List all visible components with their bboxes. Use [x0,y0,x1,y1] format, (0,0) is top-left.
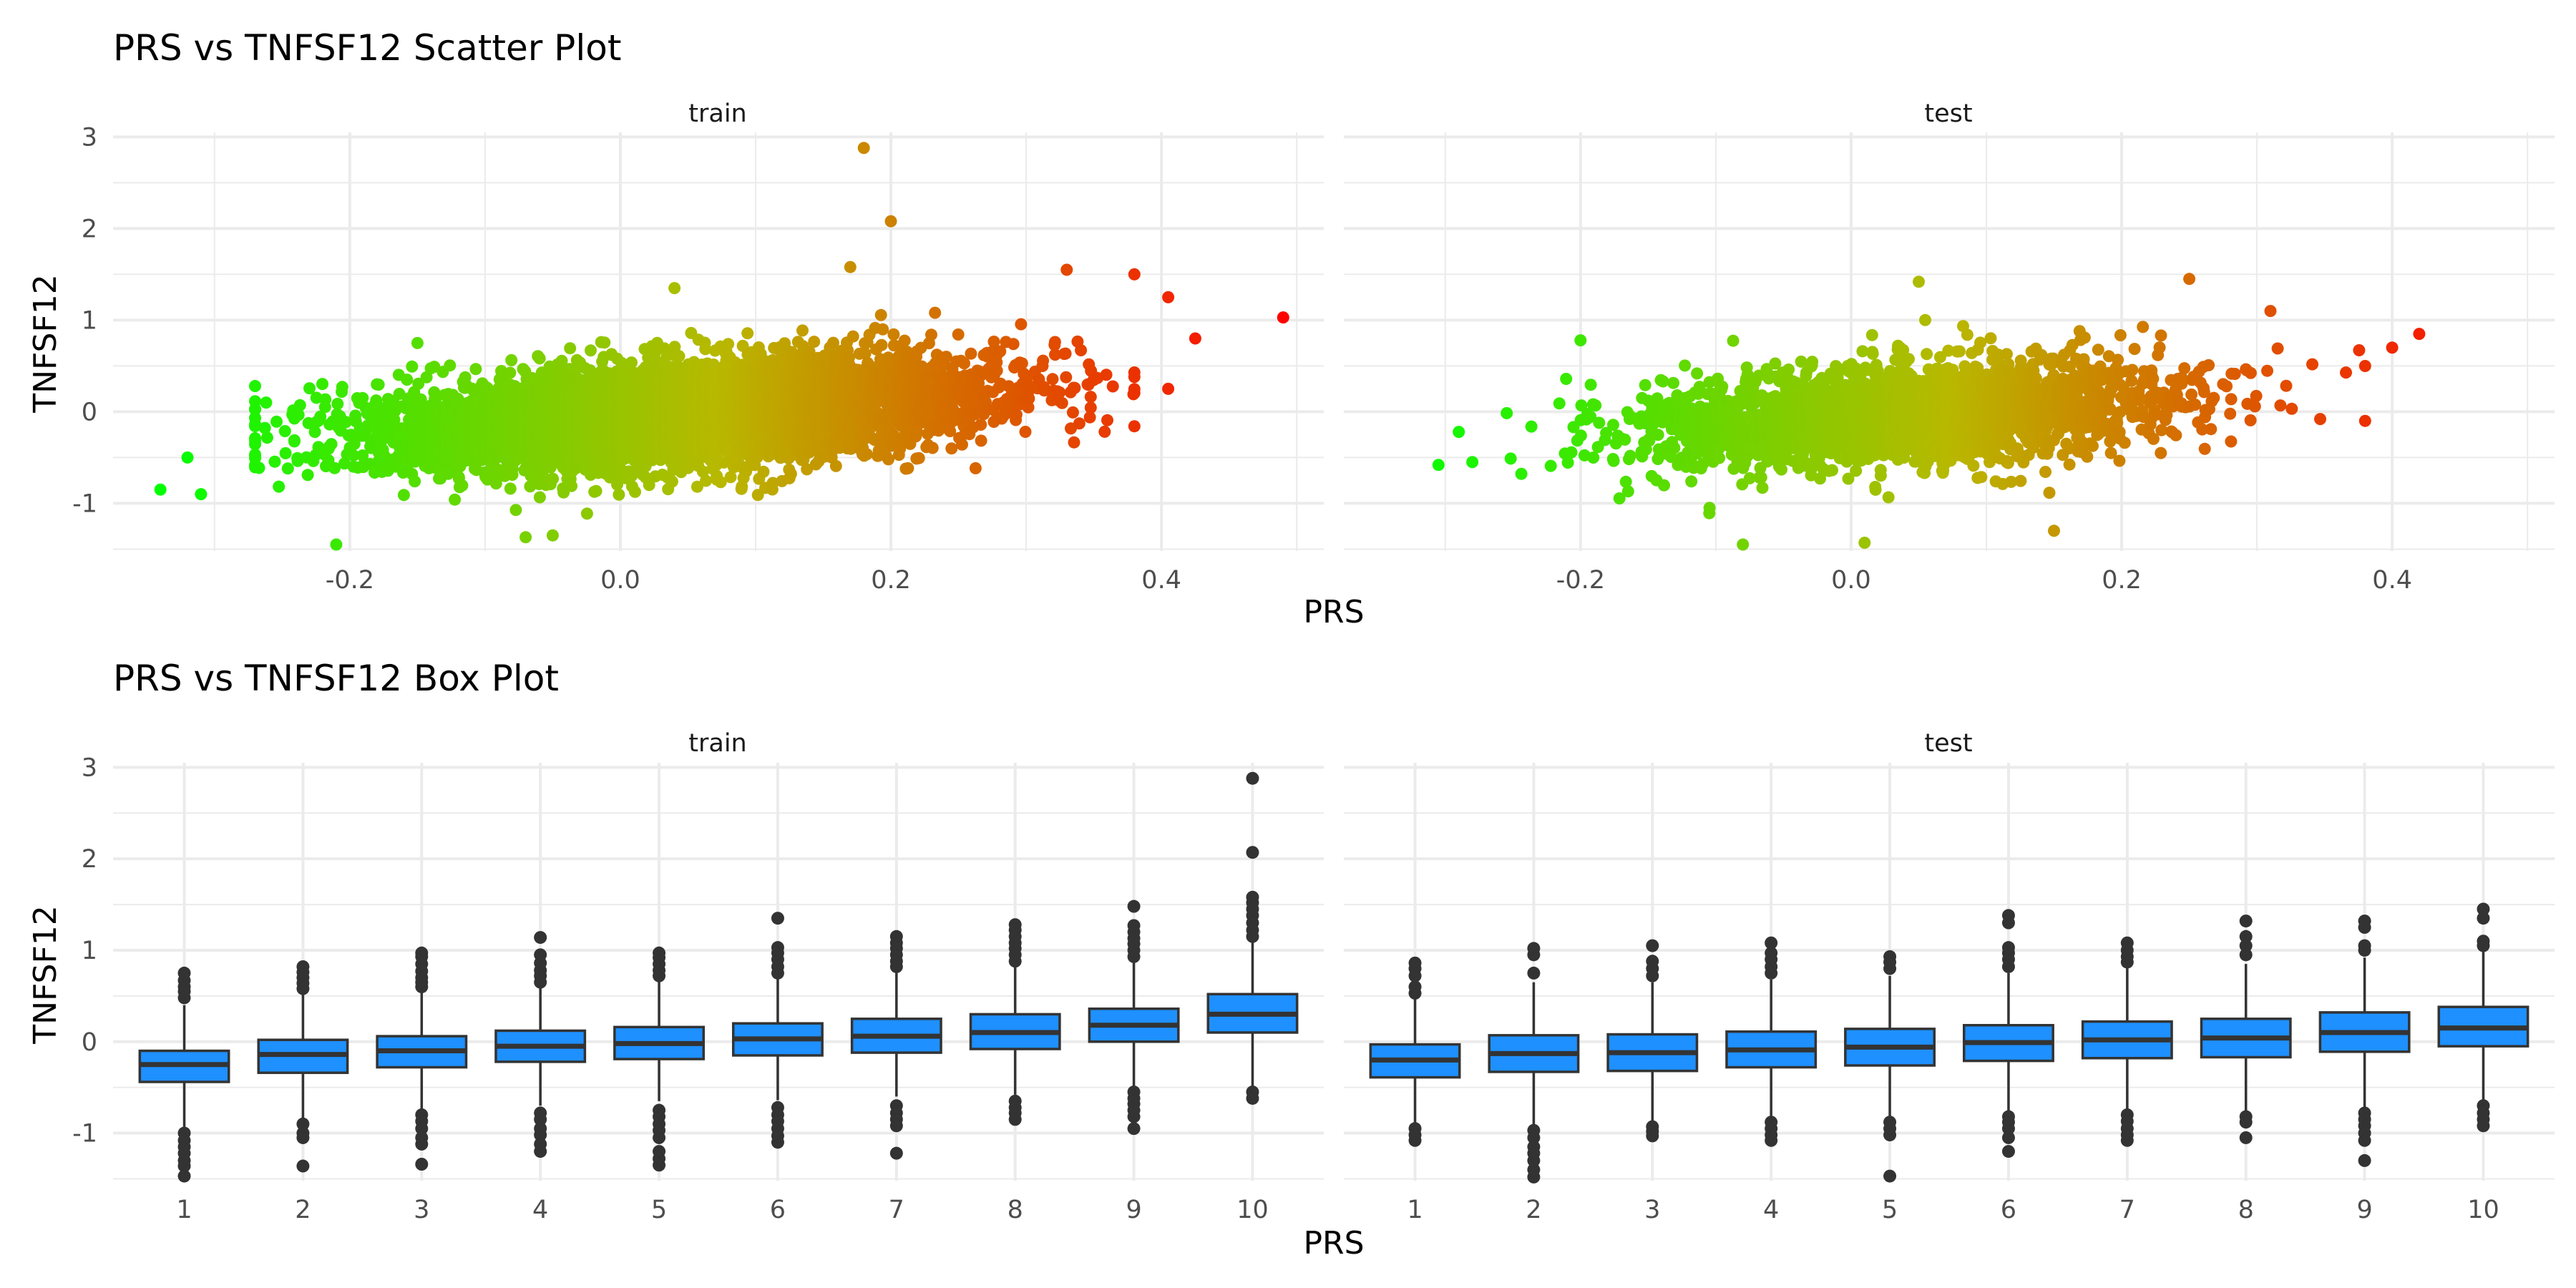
scatter-point [449,493,462,506]
scatter-point [598,336,611,349]
scatter-point [411,336,424,349]
scatter-point [273,480,286,493]
scatter-point [319,393,332,406]
scatter-panel-train: -1 0 1 2 3 -0.2 0.0 0.2 0.4 [72,123,1324,595]
scatter-point [195,488,208,501]
scatter-point [154,483,167,496]
scatter-point [249,380,261,392]
scatter-point [388,414,401,426]
scatter-strip-train: train [688,99,746,128]
scatter-point [278,425,291,437]
scatter-point [565,479,578,492]
scatter-point [420,371,433,384]
scatter-point [372,379,385,391]
y-tick-label: -1 [72,489,97,518]
scatter-point [580,507,593,520]
scatter-point [590,484,602,497]
scatter-point [504,482,517,495]
x-tick-label: -0.2 [326,566,374,595]
y-tick-label: 1 [82,306,97,335]
scatter-point [668,282,681,295]
scatter-point [673,350,686,363]
scatter-point [249,418,261,431]
scatter-point [406,360,419,373]
scatter-point [325,438,338,451]
scatter-point [456,479,469,492]
scatter-point [288,434,301,447]
scatter-title: PRS vs TNFSF12 Scatter Plot [113,27,621,69]
scatter-point [336,381,348,394]
scatter-point [757,465,770,478]
y-tick-label: 3 [82,123,97,152]
scatter-point [412,377,425,390]
scatter-point [665,475,678,488]
scatter-point [564,342,577,355]
scatter-point [260,396,273,409]
scatter-point [249,450,261,463]
scatter-point [301,469,314,482]
scatter-point [722,338,735,351]
scatter-point [347,449,360,462]
scatter-point [741,327,754,340]
scatter-point [249,403,261,416]
scatter-point [258,421,271,434]
scatter-point [784,467,797,480]
scatter-point [330,538,343,551]
scatter-points [154,142,1289,551]
scatter-point [700,474,712,487]
scatter-point [270,415,283,428]
scatter-point [547,472,560,485]
scatter-point [253,462,265,474]
scatter-point [281,462,294,475]
scatter-point [808,336,821,348]
scatter-point [546,529,559,542]
scatter-point [303,382,316,395]
scatter-point [260,431,273,444]
scatter-point [409,475,421,488]
scatter-strip-test: test [1924,99,1972,128]
scatter-point [504,366,517,379]
scatter-point [397,489,410,502]
scatter-point [533,352,546,365]
x-tick-label: 0.2 [871,566,911,595]
scatter-point [585,344,597,357]
scatter-point [796,324,809,337]
scatter-point [356,449,369,462]
scatter-point [249,438,261,451]
scatter-point [629,485,641,498]
scatter-point [469,363,482,376]
scatter-point [444,359,457,372]
scatter-point [316,378,328,391]
scatter-point [328,462,341,474]
scatter-point [331,397,344,410]
y-tick-label: 0 [82,398,97,426]
scatter-point [533,491,546,504]
scatter-point [613,488,625,501]
scatter-point [505,353,518,366]
scatter-point [356,391,369,404]
scatter-point [308,426,321,439]
scatter-point [489,477,502,490]
scatter-point [339,416,352,429]
scatter-point [401,374,414,386]
scatter-point [292,409,305,421]
scatter-point [293,399,306,411]
scatter-point [519,531,532,544]
scatter-point [509,504,522,517]
x-tick-label: 0.4 [1141,566,1181,595]
scatter-point [181,451,194,464]
scatter-point [279,447,292,459]
scatter-point [314,410,327,423]
scatter-point [414,393,427,406]
x-tick-label: 0.0 [600,566,640,595]
y-tick-label: 2 [82,215,97,243]
scatter-point [268,455,281,468]
scatter-point [625,356,638,369]
